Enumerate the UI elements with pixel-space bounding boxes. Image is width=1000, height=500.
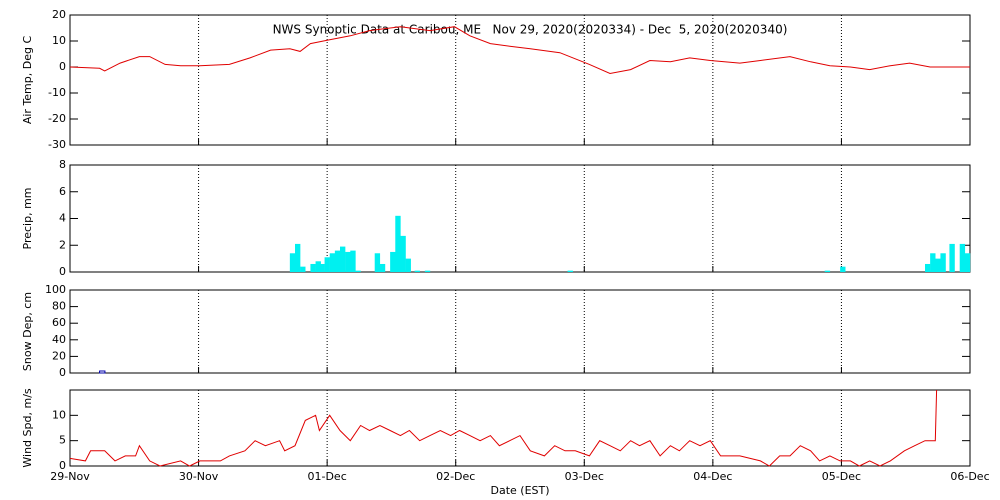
x-tick-label: 29-Nov	[50, 470, 90, 483]
y-tick-label: -10	[48, 86, 66, 99]
bar	[940, 253, 946, 272]
y-tick-label: 4	[59, 212, 66, 225]
bar	[345, 251, 351, 272]
bar	[379, 263, 386, 272]
plot-frame	[69, 389, 971, 467]
x-axis-label: Date (EST)	[490, 484, 549, 497]
bar	[930, 253, 936, 272]
data-line	[69, 26, 970, 75]
bar	[289, 253, 296, 272]
bar	[964, 253, 971, 272]
plot-frame	[69, 14, 971, 146]
plot-frame	[69, 164, 971, 273]
x-tick-label: 30-Nov	[179, 470, 219, 483]
y-tick-label: 0	[59, 60, 66, 73]
bar	[567, 270, 573, 272]
y-tick-label: 8	[59, 158, 66, 171]
bar	[405, 258, 411, 272]
bar	[355, 270, 361, 272]
y-tick-label: 10	[52, 408, 66, 421]
bar	[824, 270, 831, 272]
bar	[319, 263, 325, 272]
bar	[949, 243, 955, 272]
bar	[374, 253, 381, 272]
y-tick-label: -20	[48, 112, 66, 125]
y-tick-label: 20	[52, 349, 66, 362]
y-tick-label: 2	[59, 238, 66, 251]
x-tick-label: 02-Dec	[436, 470, 475, 483]
y-tick-label: 80	[52, 300, 66, 313]
y-tick-label: 0	[59, 459, 66, 472]
bar	[925, 263, 931, 272]
bar	[324, 257, 330, 272]
bar	[414, 270, 420, 272]
y-tick-label: -30	[48, 138, 66, 151]
y-tick-label: 10	[52, 34, 66, 47]
data-line	[69, 389, 938, 467]
y-tick-label: 6	[59, 185, 66, 198]
bar	[310, 263, 316, 272]
x-tick-label: 04-Dec	[693, 470, 732, 483]
plot-frame	[69, 289, 971, 374]
x-tick-label: 03-Dec	[565, 470, 604, 483]
y-tick-label: 40	[52, 333, 66, 346]
y-axis-label: Air Temp, Deg C	[21, 36, 34, 125]
x-tick-label: 01-Dec	[308, 470, 347, 483]
bar	[340, 246, 346, 272]
bar	[390, 251, 396, 272]
x-tick-label: 06-Dec	[950, 470, 989, 483]
bar	[350, 250, 356, 272]
bar	[315, 261, 321, 272]
y-tick-label: 0	[59, 366, 66, 379]
y-tick-label: 100	[45, 283, 66, 296]
y-tick-label: 60	[52, 316, 66, 329]
y-tick-label: 20	[52, 8, 66, 21]
y-axis-label: Wind Spd, m/s	[21, 388, 34, 468]
bar	[329, 253, 336, 272]
bar	[300, 266, 306, 272]
bar	[935, 258, 941, 272]
bar	[959, 243, 966, 272]
chart-title: NWS Synoptic Data at Caribou, ME Nov 29,…	[273, 23, 788, 37]
y-axis-label: Snow Dep, cm	[21, 292, 34, 371]
y-tick-label: 5	[59, 434, 66, 447]
bar	[424, 270, 431, 272]
bar	[99, 370, 106, 374]
bar	[840, 266, 846, 272]
bar	[395, 215, 401, 272]
y-axis-label: Precip, mm	[21, 188, 34, 250]
bar	[334, 250, 341, 272]
x-tick-label: 05-Dec	[822, 470, 861, 483]
bar	[295, 243, 301, 272]
y-tick-label: 0	[59, 265, 66, 278]
bar	[400, 235, 406, 272]
